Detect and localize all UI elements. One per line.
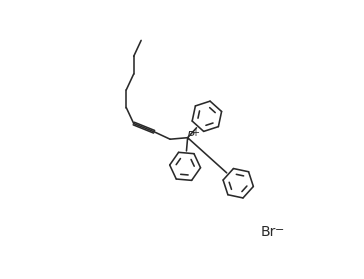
Text: +: + <box>191 128 199 138</box>
Text: Br: Br <box>261 225 276 239</box>
Text: −: − <box>274 225 284 235</box>
Text: P: P <box>187 130 194 143</box>
